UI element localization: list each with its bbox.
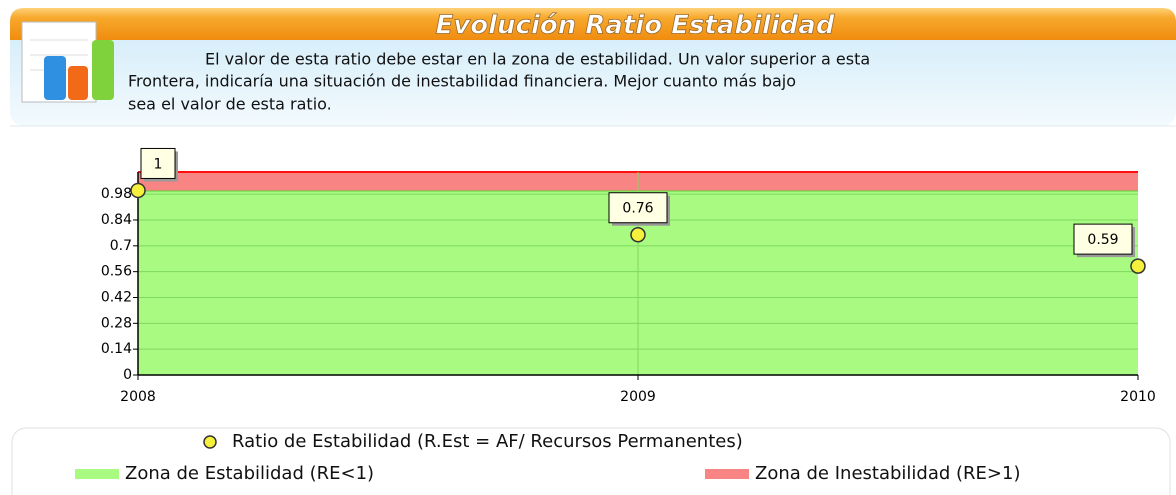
y-tick-label: 0.98: [101, 186, 132, 202]
legend-marker: [203, 435, 217, 449]
point: [130, 182, 146, 199]
label-box: [140, 147, 176, 179]
y-tick-label: 0: [123, 367, 132, 383]
y-tick-label: 0.14: [101, 341, 132, 357]
point: [1130, 258, 1146, 274]
description-line: El valor de esta ratio debe estar en la …: [205, 50, 870, 69]
label-box: [608, 192, 668, 224]
data-label: 0.76: [622, 201, 653, 217]
data-label: 0.59: [1087, 232, 1118, 248]
point: [630, 226, 646, 243]
overlay: 1 0.76 0.59 Ratio de Estabilidad (R.Est = A…: [75, 147, 1146, 484]
header-bar: [10, 8, 1176, 40]
description-line: sea el valor de esta ratio.: [128, 95, 332, 114]
label-box: [1073, 223, 1133, 255]
x-tick-label: 2008: [120, 389, 156, 405]
plot: 0 0.14 0.28 0.42 0.56 0.7 0.84 0.98 2008 2009 2010: [101, 171, 1156, 405]
legend-label: Zona de Inestabilidad (RE>1): [755, 463, 1020, 484]
legend-label: Zona de Estabilidad (RE<1): [125, 463, 374, 484]
x-tick-label: 2010: [1120, 389, 1156, 405]
title: Evolución Ratio Estabilidad: [436, 11, 835, 41]
legend-swatch: [705, 469, 749, 479]
legend-box: [11, 427, 1171, 495]
data-label: 1: [154, 156, 163, 172]
y-tick-label: 0.84: [101, 212, 132, 228]
y-tick-label: 0.7: [110, 238, 132, 254]
header-icon: [21, 21, 114, 103]
y-tick-label: 0.42: [101, 289, 132, 305]
legend-swatch: [75, 469, 119, 479]
description-line: Frontera, indicaría una situación de ine…: [128, 72, 796, 91]
legend-label: Ratio de Estabilidad (R.Est = AF/ Recurs…: [232, 431, 743, 452]
x-tick-label: 2009: [620, 389, 656, 405]
y-tick-label: 0.56: [101, 264, 132, 280]
y-tick-label: 0.28: [101, 315, 132, 331]
